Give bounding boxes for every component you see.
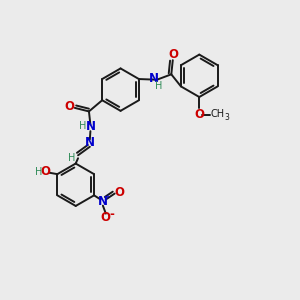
Text: N: N [98, 195, 108, 208]
Text: N: N [149, 72, 159, 85]
Text: CH: CH [211, 110, 225, 119]
Text: +: + [104, 194, 110, 200]
Text: H: H [79, 122, 86, 131]
Text: O: O [40, 165, 51, 178]
Text: O: O [64, 100, 74, 113]
Text: O: O [101, 211, 111, 224]
Text: H: H [155, 81, 162, 91]
Text: N: N [85, 120, 95, 133]
Text: 3: 3 [224, 112, 229, 122]
Text: N: N [85, 136, 95, 149]
Text: O: O [194, 108, 204, 121]
Text: O: O [114, 186, 124, 199]
Text: H: H [35, 167, 43, 177]
Text: -: - [109, 208, 114, 221]
Text: O: O [168, 48, 178, 62]
Text: H: H [68, 153, 75, 163]
